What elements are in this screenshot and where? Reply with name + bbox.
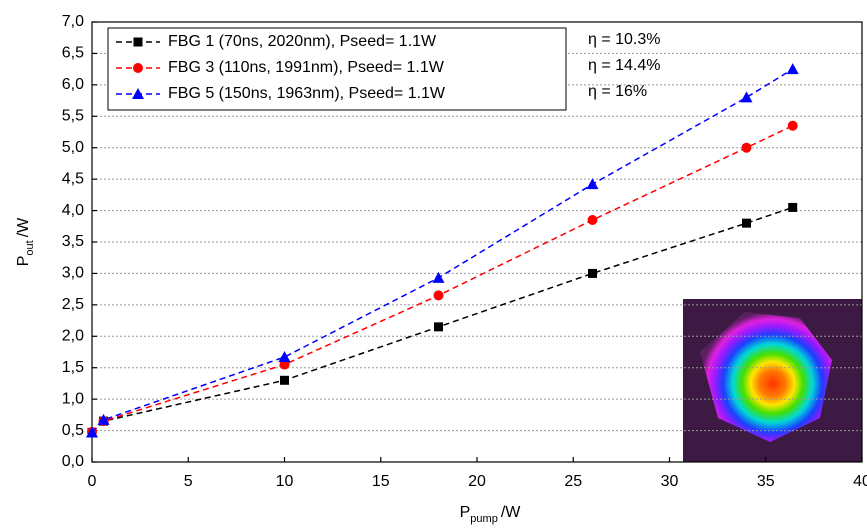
marker [741, 142, 752, 153]
legend-label: FBG 1 (70ns, 2020nm), Pseed= 1.1W [168, 33, 437, 50]
x-tick-label: 0 [88, 473, 97, 490]
marker [788, 202, 798, 212]
marker [97, 413, 110, 425]
marker [434, 322, 443, 332]
annotation: η = 16% [588, 83, 647, 100]
y-tick-label: 6,0 [62, 76, 84, 93]
beam-inset [683, 299, 862, 462]
y-tick-label: 3,5 [62, 233, 84, 250]
x-tick-label: 35 [757, 473, 775, 490]
annotation: η = 14.4% [588, 57, 661, 74]
y-tick-label: 1,0 [62, 390, 84, 407]
marker [786, 63, 799, 75]
legend-label: FBG 5 (150ns, 1963nm), Pseed= 1.1W [168, 85, 446, 102]
x-tick-label: 40 [853, 473, 867, 490]
x-tick-label: 15 [372, 473, 390, 490]
y-tick-label: 2,5 [62, 296, 84, 313]
marker [132, 88, 144, 99]
y-tick-label: 5,0 [62, 139, 84, 156]
x-axis-label: Ppump/W [460, 504, 522, 525]
plot-frame [91, 21, 863, 463]
marker [280, 375, 289, 385]
legend: FBG 1 (70ns, 2020nm), Pseed= 1.1W FBG 3 (… [107, 27, 567, 111]
marker [133, 37, 143, 47]
marker [787, 120, 798, 131]
x-tick-label: 25 [564, 473, 582, 490]
marker [740, 91, 753, 103]
y-tick-label: 1,5 [62, 359, 84, 376]
legend-label: FBG 3 (110ns, 1991nm), Pseed= 1.1W [168, 59, 445, 76]
marker [278, 351, 291, 363]
legend-box [107, 27, 567, 111]
x-tick-label: 30 [661, 473, 679, 490]
annotation: η = 10.3% [588, 31, 661, 48]
marker [587, 215, 598, 225]
y-axis-label: Pout/W [15, 217, 36, 266]
y-tick-label: 6,5 [62, 45, 84, 62]
x-tick-label: 10 [276, 473, 294, 490]
marker [279, 359, 290, 370]
marker [586, 178, 599, 190]
y-tick-label: 4,0 [62, 202, 84, 219]
y-tick-label: 2,0 [62, 328, 84, 345]
marker [86, 426, 98, 438]
y-tick-label: 4,5 [62, 170, 84, 187]
marker [433, 290, 444, 301]
x-tick-label: 5 [184, 473, 193, 490]
x-tick-label: 20 [468, 473, 486, 490]
marker [742, 218, 751, 228]
y-tick-label: 0,5 [62, 422, 84, 439]
y-tick-label: 0,0 [62, 453, 84, 470]
y-tick-label: 7,0 [62, 13, 84, 30]
y-tick-label: 5,5 [62, 108, 84, 125]
y-tick-label: 3,0 [62, 265, 84, 282]
marker [588, 268, 597, 278]
marker [432, 271, 445, 283]
marker [133, 63, 143, 73]
